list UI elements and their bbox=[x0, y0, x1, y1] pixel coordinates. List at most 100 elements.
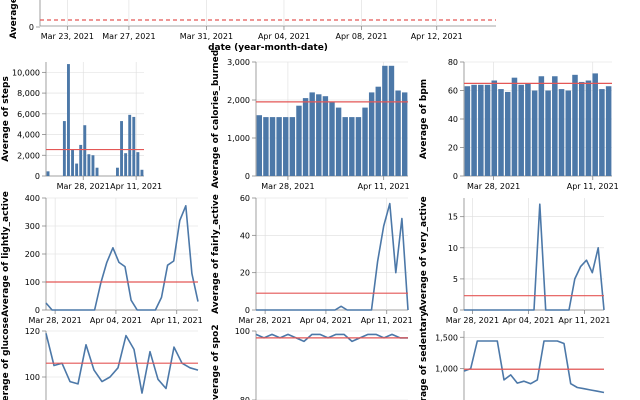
bar bbox=[484, 84, 491, 176]
x-tick-label: Apr 11, 2021 bbox=[361, 316, 413, 325]
y-tick-label: 60 bbox=[448, 87, 458, 96]
bar bbox=[296, 105, 302, 176]
bar bbox=[592, 73, 598, 176]
bar bbox=[289, 117, 296, 176]
chart-c4: 0 100 200 300 400 Mar 28, 2021 Apr 04, 2021 Apr… bbox=[1, 191, 203, 325]
y-tick-label: 10 bbox=[448, 244, 458, 253]
x-tick-label: Mar 31, 2021 bbox=[180, 32, 233, 41]
bar bbox=[322, 96, 329, 176]
bar bbox=[91, 155, 95, 176]
bar bbox=[355, 117, 362, 176]
y-tick-label: 120 bbox=[25, 327, 40, 336]
x-tick-label: Apr 08, 2021 bbox=[335, 32, 387, 41]
y-tick-label: 40 bbox=[448, 115, 458, 124]
y-tick-label: 6,000 bbox=[17, 110, 40, 119]
bar bbox=[538, 76, 545, 176]
bar bbox=[552, 76, 558, 176]
x-tick-label: Mar 28, 2021 bbox=[57, 182, 110, 191]
bar bbox=[256, 115, 263, 176]
bar bbox=[67, 64, 70, 176]
bar bbox=[498, 89, 504, 176]
bar bbox=[349, 117, 355, 176]
bar bbox=[309, 92, 315, 176]
y-tick-label: 20 bbox=[448, 144, 458, 153]
y-tick-label: 4,000 bbox=[17, 131, 40, 140]
y-tick-label: 15 bbox=[448, 213, 458, 222]
y-tick-label: 2,000 bbox=[17, 151, 40, 160]
y-tick-label: 60 bbox=[240, 194, 250, 203]
bar bbox=[504, 91, 511, 176]
bar bbox=[87, 154, 91, 176]
bar bbox=[342, 117, 348, 176]
bar bbox=[375, 86, 381, 176]
bar bbox=[263, 117, 269, 176]
bar bbox=[120, 121, 123, 176]
y-axis-title: Average of bpm bbox=[419, 79, 429, 159]
y-axis-title: Average of glucose bbox=[1, 317, 11, 400]
y-tick-label: 80 bbox=[448, 58, 458, 67]
bar bbox=[316, 94, 322, 176]
bar bbox=[565, 90, 572, 176]
bar bbox=[75, 163, 79, 176]
bar bbox=[283, 117, 289, 176]
x-tick-label: Apr 04, 2021 bbox=[300, 316, 352, 325]
bar bbox=[478, 84, 484, 176]
x-tick-label: Mar 28, 2021 bbox=[28, 316, 81, 325]
series-line bbox=[464, 203, 605, 311]
x-tick-label: Apr 11, 2021 bbox=[151, 316, 203, 325]
y-tick-label: 100 bbox=[25, 278, 40, 287]
y-tick-label: 0 bbox=[29, 23, 34, 32]
y-tick-label: 3,000 bbox=[227, 58, 250, 67]
series-line bbox=[256, 202, 409, 311]
y-tick-label: 40 bbox=[240, 231, 250, 240]
y-tick-label: 20 bbox=[240, 269, 250, 278]
y-axis-title: Average of fairly_active bbox=[211, 194, 221, 314]
x-tick-label: Apr 11, 2021 bbox=[567, 182, 619, 191]
y-axis-title: Average of steps bbox=[1, 76, 11, 162]
bar bbox=[518, 84, 524, 176]
y-tick-label: 0 bbox=[245, 306, 250, 315]
y-tick-label: 1,000 bbox=[435, 365, 458, 374]
bar bbox=[382, 65, 388, 176]
bar bbox=[95, 167, 99, 176]
bar bbox=[136, 152, 140, 176]
y-tick-label: 300 bbox=[25, 222, 40, 231]
bar bbox=[525, 83, 531, 176]
x-tick-label: Mar 27, 2021 bbox=[102, 32, 155, 41]
series-line bbox=[463, 340, 605, 394]
y-tick-label: 0 bbox=[453, 172, 458, 181]
bar bbox=[46, 171, 50, 176]
bar bbox=[302, 98, 309, 176]
x-tick-label: Mar 28, 2021 bbox=[261, 182, 314, 191]
y-axis-title: Average of calories_burned bbox=[211, 50, 221, 188]
bar bbox=[572, 74, 578, 176]
x-tick-label: Mar 28, 2021 bbox=[238, 316, 291, 325]
y-tick-label: 1,500 bbox=[435, 333, 458, 342]
x-tick-label: Mar 28, 2021 bbox=[467, 182, 520, 191]
y-tick-label: 1,000 bbox=[227, 134, 250, 143]
bar bbox=[464, 86, 471, 176]
bar bbox=[269, 117, 276, 176]
bar bbox=[335, 107, 342, 176]
bar bbox=[558, 89, 565, 176]
bar bbox=[124, 153, 128, 176]
x-tick-label: Apr 04, 2021 bbox=[258, 32, 310, 41]
y-tick-label: 2,000 bbox=[227, 96, 250, 105]
x-tick-label: Apr 12, 2021 bbox=[411, 32, 463, 41]
y-tick-label: 200 bbox=[25, 250, 40, 259]
y-tick-label: 400 bbox=[25, 194, 40, 203]
bar bbox=[605, 86, 612, 176]
series-line bbox=[45, 333, 199, 394]
y-axis-title: Average of lightly_active bbox=[1, 191, 11, 317]
bar bbox=[511, 77, 518, 176]
bar bbox=[578, 81, 585, 176]
bar bbox=[132, 116, 136, 176]
y-tick-label: 5 bbox=[453, 275, 458, 284]
bar bbox=[395, 90, 401, 176]
y-axis-title: Average bbox=[9, 0, 19, 39]
bar bbox=[79, 144, 83, 176]
chart-c9: 1,000 1,500 Average of sedentary bbox=[419, 311, 605, 400]
y-tick-label: 0 bbox=[35, 172, 40, 181]
chart-c5: 0 20 40 60 Mar 28, 2021 Apr 04, 2021 Apr 11, 2… bbox=[211, 194, 413, 325]
